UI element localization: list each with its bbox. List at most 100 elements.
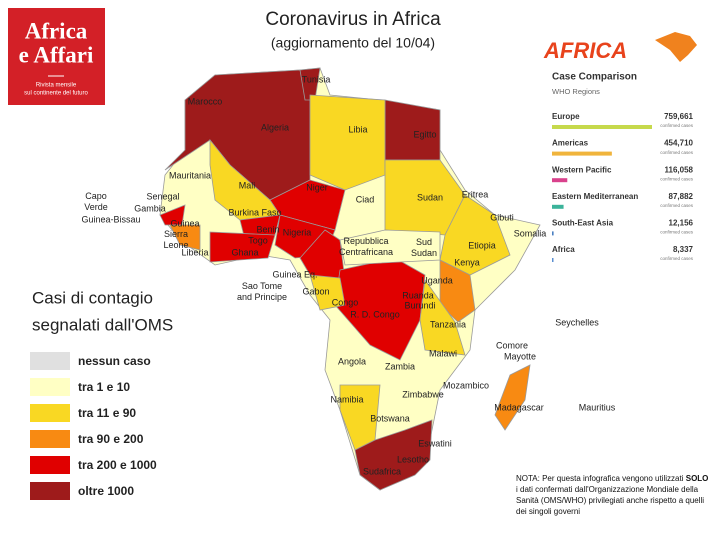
country-label: Guinea-Bissau [81, 214, 140, 224]
country-label: Mauritania [169, 170, 211, 180]
country-label-line: Repubblica [343, 236, 388, 246]
subtitle: (aggiornamento del 10/04) [271, 35, 435, 51]
legend-heading: Casi di contagio [32, 288, 153, 307]
brand-text: AFRICA [543, 38, 627, 63]
country-label: Comore [496, 340, 528, 350]
region-bar [552, 231, 554, 236]
note-text: i dati confermati dall'Organizzazione Mo… [516, 485, 705, 516]
country-label: Eritrea [462, 189, 489, 199]
legend-label: tra 1 e 10 [78, 380, 130, 394]
region-bar [552, 258, 554, 262]
legend: nessun caso tra 1 e 10 tra 11 e 90 tra 90 e… [30, 352, 157, 500]
country-label: Egitto [413, 129, 436, 139]
country [419, 278, 466, 356]
country-label: Zimbabwe [402, 389, 444, 399]
country-label: Guinea [170, 218, 199, 228]
country-label: Lesotho [397, 454, 429, 464]
region-bar [552, 204, 564, 209]
country-label: Gabon [302, 286, 329, 296]
country-label-line: Leone [163, 240, 188, 250]
legend-swatch [30, 430, 70, 448]
country-label: Etiopia [468, 240, 496, 250]
country-label: Gibuti [490, 212, 514, 222]
brand-shape [655, 32, 697, 62]
region-unit: confirmed cases [660, 230, 694, 235]
country-label: R. D. Congo [350, 309, 400, 319]
logo: Africa e Affari Rivista mensile sul cont… [8, 8, 105, 105]
country-label: Namibia [330, 394, 363, 404]
logo-tagline: Rivista mensile [36, 83, 77, 89]
region-unit: confirmed cases [660, 256, 694, 261]
country-label-line: and Principe [237, 292, 287, 302]
region-name: Europe [552, 112, 580, 121]
country-label: Senegal [146, 191, 179, 201]
country-label: Nigeria [283, 227, 312, 237]
country-label: Capo Verde [84, 191, 108, 212]
legend-label: tra 11 e 90 [78, 406, 136, 420]
country-label: Mauritius [579, 402, 616, 412]
legend-label: oltre 1000 [78, 484, 134, 498]
legend-label: nessun caso [78, 354, 151, 368]
country-label: Guinea Eq. [272, 269, 317, 279]
country-label: Niger [306, 182, 328, 192]
region-value: 454,710 [664, 139, 693, 148]
country-label: Algeria [261, 122, 289, 132]
country-label: Uganda [421, 275, 453, 285]
country-label: Sao Tome and Principe [237, 281, 287, 302]
country-label-line: Capo [85, 191, 107, 201]
country-label: Sudan [417, 192, 443, 202]
country-label-line: Sierra [164, 229, 188, 239]
region-value: 116,058 [665, 165, 694, 174]
country-label: Ciad [356, 194, 375, 204]
country-label: Somalia [514, 228, 547, 238]
country-label: Madagascar [494, 402, 544, 412]
country-label: Libia [348, 124, 367, 134]
region-name: Americas [552, 139, 589, 148]
country-label: Botswana [370, 413, 410, 423]
legend-swatch [30, 404, 70, 422]
country-label: Mali [239, 180, 256, 190]
country-label: Sudafrica [363, 466, 401, 476]
legend-heading: segnalati dall'OMS [32, 315, 173, 334]
region-name: Africa [552, 245, 575, 254]
region-bar [552, 151, 612, 156]
country-label: Burundi [404, 300, 435, 310]
country [494, 364, 531, 431]
country [439, 259, 476, 323]
country-label: Angola [338, 356, 366, 366]
region-value: 8,337 [673, 245, 694, 254]
country-label: Zambia [385, 361, 415, 371]
country-label-line: Verde [84, 202, 108, 212]
logo-text: e Affari [19, 42, 94, 67]
note-bold: SOLO [685, 474, 709, 483]
country-label: Burkina Faso [228, 207, 281, 217]
country-label: Congo [332, 297, 359, 307]
brand-logo: AFRICA [543, 32, 697, 63]
region-unit: confirmed cases [660, 203, 694, 208]
country-label-line: Sudan [411, 248, 437, 258]
panel-subtitle: WHO Regions [552, 87, 600, 96]
country-label: Ghana [231, 247, 258, 257]
region-value: 759,661 [664, 112, 693, 121]
country [354, 419, 433, 491]
country-label: Liberia [181, 247, 208, 257]
region-name: Eastern Mediterranean [552, 192, 638, 201]
region-unit: confirmed cases [660, 150, 694, 155]
country-label: Eswatini [418, 438, 452, 448]
country [309, 94, 386, 191]
legend-swatch [30, 378, 70, 396]
country-label-line: Sao Tome [242, 281, 282, 291]
country-label: Tunisia [302, 74, 331, 84]
legend-label: tra 200 e 1000 [78, 458, 157, 472]
region-bar [552, 178, 568, 183]
region-name: South-East Asia [552, 219, 614, 228]
country-label: Marocco [188, 96, 223, 106]
legend-swatch [30, 352, 70, 370]
legend-swatch [30, 456, 70, 474]
country-label: Ruanda [402, 290, 434, 300]
country-label: Tanzania [430, 319, 466, 329]
logo-box [8, 8, 105, 105]
logo-tagline: sul continente del futuro [24, 91, 88, 97]
country-label: Seychelles [555, 317, 599, 327]
